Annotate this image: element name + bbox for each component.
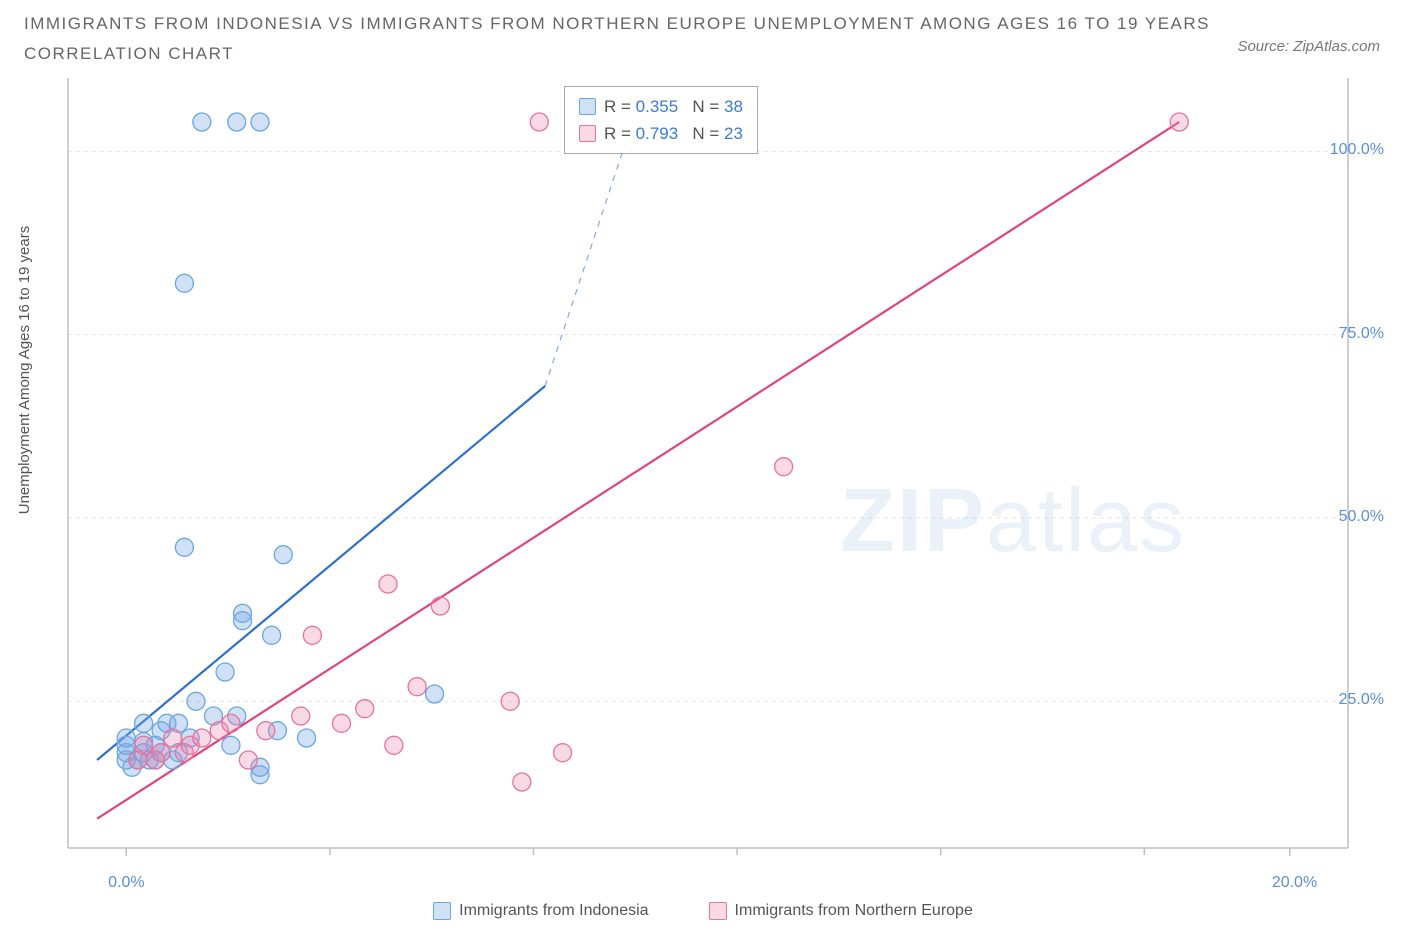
stats-box: R = 0.355 N = 38R = 0.793 N = 23 bbox=[564, 86, 758, 154]
legend-swatch bbox=[433, 902, 451, 920]
x-tick-label: 20.0% bbox=[1272, 874, 1317, 892]
legend-item: Immigrants from Northern Europe bbox=[709, 902, 973, 920]
y-tick-label: 50.0% bbox=[1339, 508, 1384, 526]
y-tick-label: 25.0% bbox=[1339, 691, 1384, 709]
y-tick-label: 75.0% bbox=[1339, 325, 1384, 343]
legend-item: Immigrants from Indonesia bbox=[433, 902, 648, 920]
legend-label: Immigrants from Indonesia bbox=[459, 902, 648, 920]
legend-swatch bbox=[709, 902, 727, 920]
legend-label: Immigrants from Northern Europe bbox=[735, 902, 973, 920]
y-tick-label: 100.0% bbox=[1330, 141, 1384, 159]
legend-bottom: Immigrants from Indonesia Immigrants from… bbox=[0, 902, 1406, 920]
x-tick-label: 0.0% bbox=[108, 874, 144, 892]
